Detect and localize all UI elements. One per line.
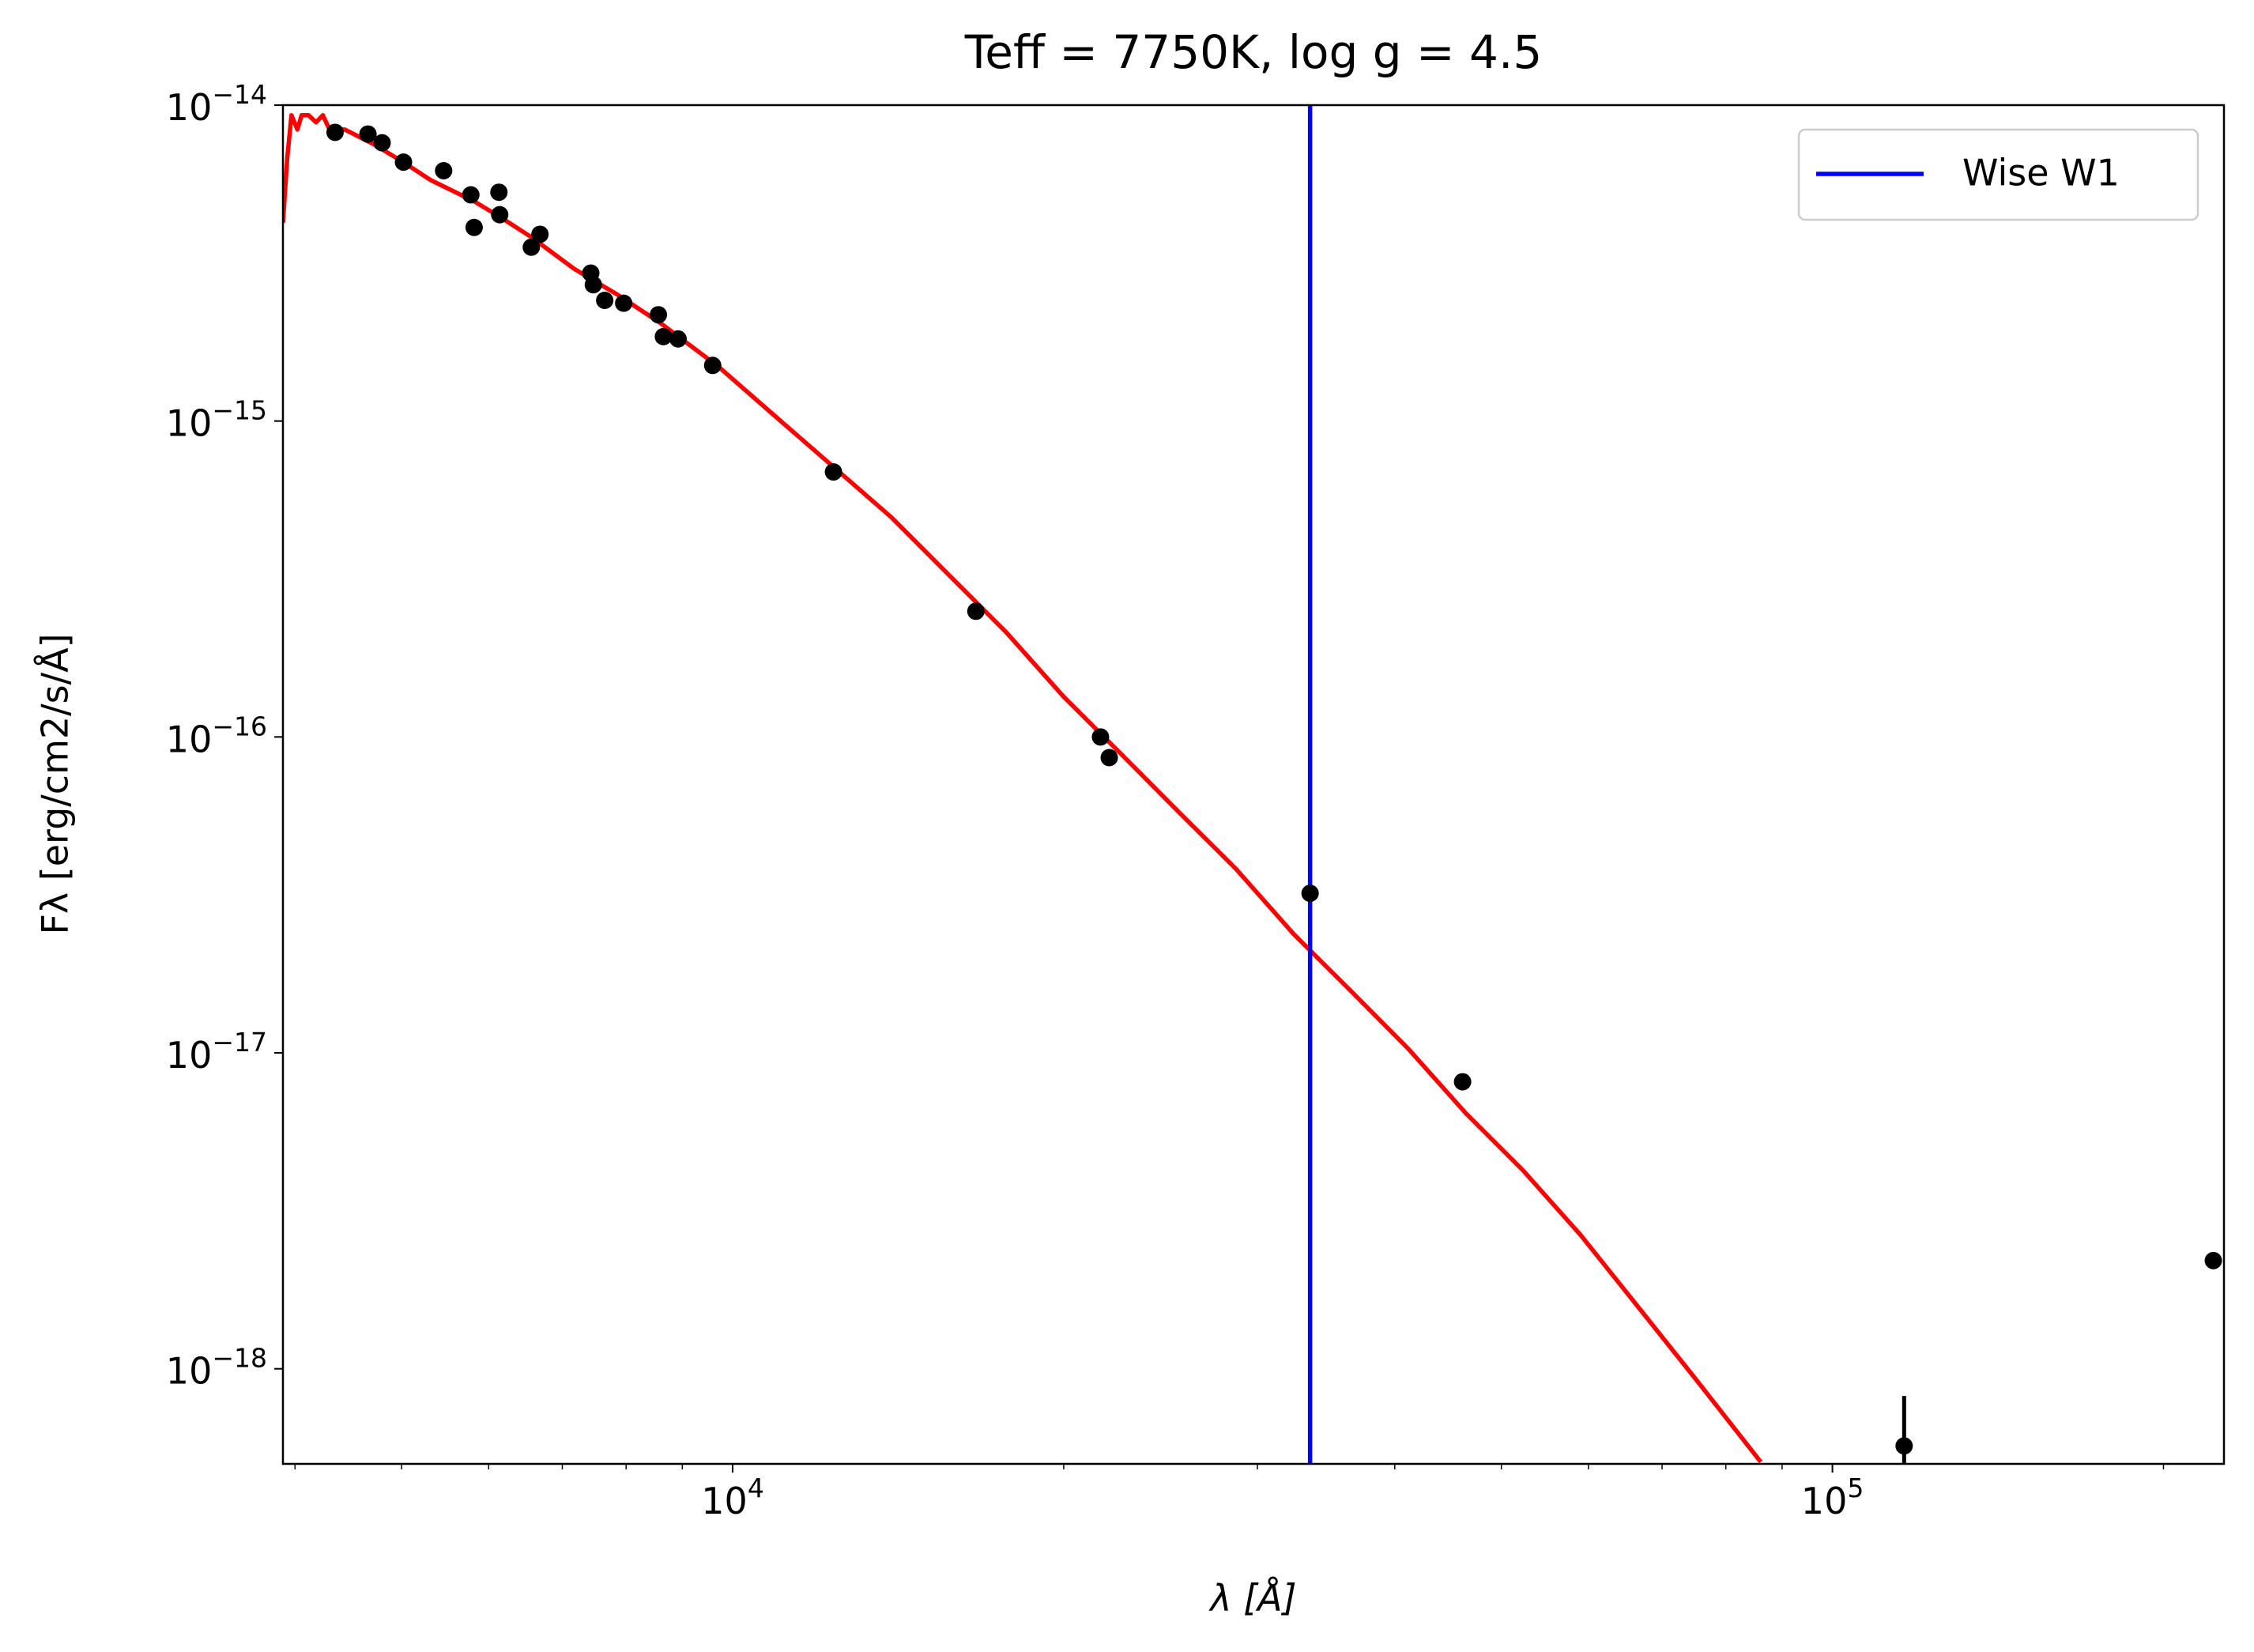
y-tick-label: 10−17 <box>166 1027 267 1077</box>
data-point <box>703 356 722 375</box>
data-point <box>465 218 483 236</box>
data-point <box>596 291 614 309</box>
x-axis-label: λ [Å] <box>1208 1577 1296 1620</box>
data-point <box>584 276 602 294</box>
data-point <box>654 327 673 345</box>
data-point <box>824 463 842 481</box>
plot-area <box>283 105 2222 1464</box>
data-point <box>435 161 453 179</box>
y-tick-label: 10−16 <box>166 711 267 760</box>
model-line <box>283 113 1763 1464</box>
data-point <box>531 225 549 243</box>
data-point <box>1895 1437 1913 1455</box>
y-tick-label: 10−18 <box>166 1342 267 1392</box>
data-point <box>669 330 687 348</box>
y-tick-label: 10−14 <box>166 79 267 129</box>
x-tick-label: 104 <box>701 1473 764 1522</box>
data-point <box>2204 1251 2222 1269</box>
y-axis-label: Fλ [erg/cm2/s/Å] <box>34 633 77 934</box>
data-point <box>359 125 377 143</box>
data-point <box>1100 749 1118 767</box>
data-point <box>1301 884 1319 903</box>
data-point <box>490 183 508 202</box>
data-point <box>373 134 391 152</box>
data-point <box>326 123 344 141</box>
overlay: 10−18 10−17 10−16 10−15 10−14 104 105 Wise W1 <box>166 79 2226 1522</box>
data-point <box>522 238 541 256</box>
legend-box <box>1797 128 2199 221</box>
data-point <box>615 294 633 312</box>
data-point <box>394 153 413 172</box>
axes-frame <box>281 104 2226 1465</box>
data-point <box>967 602 985 620</box>
data-point <box>491 206 509 224</box>
legend-label: Wise W1 <box>1962 152 2120 194</box>
data-point <box>650 306 668 324</box>
data-point <box>462 186 480 204</box>
x-tick-label: 105 <box>1801 1473 1864 1522</box>
data-point <box>1453 1073 1472 1091</box>
data-point <box>1091 728 1110 746</box>
y-tick-label: 10−15 <box>166 394 267 444</box>
chart-title: Teff = 7750K, log g = 4.5 <box>964 25 1543 79</box>
